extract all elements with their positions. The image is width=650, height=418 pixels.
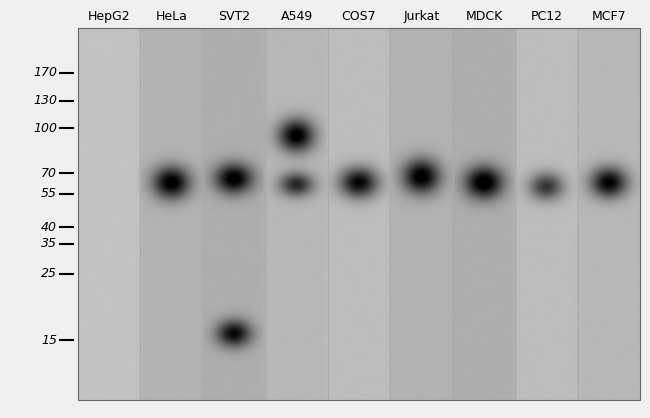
- Text: 25: 25: [41, 267, 57, 280]
- Bar: [78, 28, 640, 400]
- Text: A549: A549: [280, 10, 313, 23]
- Text: 130: 130: [33, 94, 57, 107]
- Text: COS7: COS7: [342, 10, 376, 23]
- Text: 15: 15: [41, 334, 57, 347]
- Text: 170: 170: [33, 66, 57, 79]
- Text: HepG2: HepG2: [88, 10, 131, 23]
- Text: 35: 35: [41, 237, 57, 250]
- Text: Jurkat: Jurkat: [403, 10, 439, 23]
- Text: MDCK: MDCK: [465, 10, 502, 23]
- Text: 55: 55: [41, 187, 57, 200]
- Text: PC12: PC12: [530, 10, 562, 23]
- Text: 100: 100: [33, 122, 57, 135]
- Text: 70: 70: [41, 167, 57, 180]
- Text: SVT2: SVT2: [218, 10, 250, 23]
- Text: HeLa: HeLa: [156, 10, 188, 23]
- Text: MCF7: MCF7: [592, 10, 626, 23]
- Text: 40: 40: [41, 221, 57, 234]
